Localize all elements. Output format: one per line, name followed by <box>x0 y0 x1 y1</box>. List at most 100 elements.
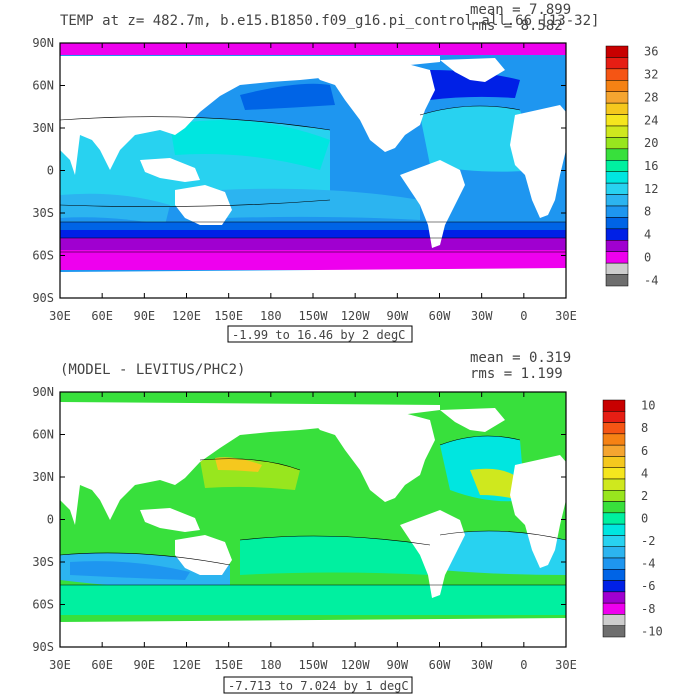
colorbar-label: 12 <box>644 182 658 196</box>
contour-line <box>239 535 431 546</box>
anomaly-patch-south-pacific <box>240 536 430 575</box>
colorbar-label: 36 <box>644 45 658 59</box>
x-tick-label: 30E <box>49 658 71 672</box>
x-tick-label: 0 <box>520 658 527 672</box>
land-maritime-continent <box>140 508 200 532</box>
range-label: -7.713 to 7.024 by 1 degC <box>228 679 409 693</box>
colorbar-swatch <box>605 182 629 195</box>
y-tick-label: 60N <box>32 428 54 442</box>
colorbar-label: 8 <box>641 421 648 435</box>
colorbar-label: 0 <box>644 250 651 264</box>
axis-ticks: 30E 60E 90E 120E 150E 180 150W 120W 90W 60W 30W 0 30… <box>32 36 577 323</box>
colorbar: 10 8 6 4 2 0 -2 -4 -6 -8 -10 <box>602 399 663 638</box>
colorbar-label: 8 <box>644 205 651 219</box>
x-tick-label: 60W <box>429 309 451 323</box>
colorbar-swatch <box>602 512 626 525</box>
y-tick-label: 0 <box>47 164 54 178</box>
colorbar-swatch <box>602 591 626 604</box>
y-tick-label: 90S <box>32 640 54 654</box>
rms-label: rms = 1.199 <box>470 366 563 382</box>
colorbar-swatch <box>602 625 626 638</box>
map-area <box>60 43 566 298</box>
contour-line <box>419 105 521 116</box>
x-tick-label: 30E <box>49 309 71 323</box>
contour-band-acc-4 <box>60 230 566 238</box>
land-antarctica <box>60 618 566 647</box>
colorbar-swatch <box>605 217 629 230</box>
colorbar-label: 0 <box>641 512 648 526</box>
x-tick-label: 150E <box>214 658 243 672</box>
y-tick-label: 30N <box>32 470 54 484</box>
x-tick-label: 120W <box>341 309 371 323</box>
land-antarctica <box>60 268 566 298</box>
colorbar-label: -10 <box>641 624 663 638</box>
colorbar-label: 4 <box>644 228 651 242</box>
map-area <box>60 392 566 647</box>
y-tick-label: 60S <box>32 598 54 612</box>
contour-line <box>60 116 331 131</box>
colorbar-swatch <box>602 569 626 581</box>
land-north-america <box>300 58 435 152</box>
range-box <box>227 325 413 343</box>
x-tick-label: 180 <box>260 658 282 672</box>
land-north-america <box>300 408 435 502</box>
mean-label: mean = 0.319 <box>470 350 571 366</box>
colorbar-swatch <box>602 602 626 615</box>
colorbar-swatch <box>605 171 629 184</box>
colorbar-swatch <box>605 194 629 207</box>
colorbar-swatch <box>605 274 629 287</box>
colorbar-swatch <box>605 148 629 161</box>
contour-band-labrador <box>430 70 520 100</box>
land-south-america <box>400 510 465 598</box>
land-mask <box>60 402 566 647</box>
colorbar-label: -4 <box>644 273 658 287</box>
panel-difference: (MODEL - LEVITUS/PHC2) mean = 0.319 rms … <box>32 350 663 694</box>
colorbar-swatch <box>605 160 629 172</box>
land-australia <box>175 535 232 575</box>
contour-lines <box>60 105 566 253</box>
x-tick-label: 30E <box>555 309 577 323</box>
contour-line <box>60 552 231 566</box>
colorbar-swatch <box>602 546 626 559</box>
colorbar-label: 16 <box>644 159 658 173</box>
colorbar: 36 32 28 24 20 16 12 8 4 0 -4 <box>605 45 658 287</box>
y-tick-label: 30N <box>32 121 54 135</box>
land-africa <box>510 105 566 218</box>
x-tick-label: 60W <box>429 658 451 672</box>
colorbar-label: 32 <box>644 68 658 82</box>
colorbar-swatch <box>602 580 626 593</box>
y-tick-label: 30S <box>32 555 54 569</box>
x-tick-label: 150W <box>299 658 329 672</box>
colorbar-swatch <box>605 228 629 241</box>
anomaly-patch-south-indian-colder <box>70 561 190 580</box>
land-greenland <box>440 408 505 432</box>
x-tick-label: 60E <box>91 658 113 672</box>
colorbar-swatch <box>605 91 629 104</box>
contour-band-16 <box>170 120 330 170</box>
contour-band-acc-8 <box>60 222 566 232</box>
colorbar-swatch <box>602 422 626 435</box>
land-mask <box>60 56 566 298</box>
x-tick-label: 120E <box>172 309 201 323</box>
colorbar-label: -2 <box>641 534 655 548</box>
colorbar-swatch <box>605 57 629 70</box>
colorbar-label: 10 <box>641 399 655 413</box>
colorbar-swatch <box>605 262 629 275</box>
y-tick-label: 90N <box>32 385 54 399</box>
colorbar-label: 20 <box>644 136 658 150</box>
colorbar-swatch <box>602 467 626 480</box>
x-tick-label: 30E <box>555 658 577 672</box>
land-maritime-continent <box>140 158 200 182</box>
colorbar-swatch <box>605 114 629 127</box>
x-tick-label: 90W <box>386 658 408 672</box>
x-tick-label: 180 <box>260 309 282 323</box>
y-tick-label: 60N <box>32 79 54 93</box>
x-tick-label: 30W <box>471 658 493 672</box>
x-tick-label: 90E <box>133 309 155 323</box>
contour-lines <box>60 435 566 586</box>
x-tick-label: 30W <box>471 309 493 323</box>
colorbar-swatch <box>605 205 629 218</box>
contour-band-south-indian <box>60 193 170 225</box>
colorbar-swatch <box>602 478 626 491</box>
anomaly-band-southern-ocean <box>60 585 566 615</box>
